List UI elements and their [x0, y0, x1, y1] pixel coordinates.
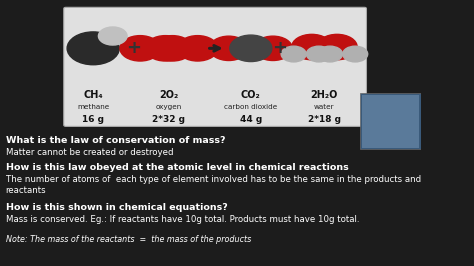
Text: water: water [314, 103, 335, 110]
Circle shape [343, 46, 368, 62]
Circle shape [306, 46, 331, 62]
Circle shape [145, 36, 185, 61]
Text: 2*18 g: 2*18 g [308, 115, 341, 124]
Circle shape [254, 36, 292, 60]
Text: Matter cannot be created or destroyed: Matter cannot be created or destroyed [6, 148, 173, 157]
Text: methane: methane [77, 103, 109, 110]
Circle shape [67, 32, 119, 65]
Circle shape [120, 36, 160, 61]
Text: 2*32 g: 2*32 g [152, 115, 185, 124]
Circle shape [177, 36, 218, 61]
Text: Note: The mass of the reactants  =  the mass of the products: Note: The mass of the reactants = the ma… [6, 235, 251, 244]
Text: +: + [272, 39, 287, 57]
Text: CH₄: CH₄ [83, 90, 103, 100]
Text: 2H₂O: 2H₂O [311, 90, 338, 100]
Circle shape [99, 27, 127, 45]
Circle shape [317, 34, 357, 60]
Text: 44 g: 44 g [240, 115, 262, 124]
Text: 2O₂: 2O₂ [159, 90, 179, 100]
Circle shape [230, 35, 272, 61]
Text: What is the law of conservation of mass?: What is the law of conservation of mass? [6, 136, 225, 145]
Text: The number of atoms of  each type of element involved has to be the same in the : The number of atoms of each type of elem… [6, 175, 421, 184]
FancyBboxPatch shape [64, 7, 366, 126]
Text: 16 g: 16 g [82, 115, 104, 124]
Text: CO₂: CO₂ [241, 90, 261, 100]
Bar [360, 93, 421, 149]
Bar [362, 95, 419, 148]
Text: Mass is conserved. Eg.: If reactants have 10g total. Products must have 10g tota: Mass is conserved. Eg.: If reactants hav… [6, 215, 359, 224]
Circle shape [210, 36, 248, 60]
Circle shape [152, 36, 192, 61]
Text: +: + [126, 39, 141, 57]
Text: How is this law obeyed at the atomic level in chemical reactions: How is this law obeyed at the atomic lev… [6, 163, 348, 172]
Circle shape [292, 34, 332, 60]
Circle shape [281, 46, 306, 62]
Circle shape [318, 46, 343, 62]
Text: How is this shown in chemical equations?: How is this shown in chemical equations? [6, 203, 228, 212]
Text: oxygen: oxygen [156, 103, 182, 110]
Text: carbon dioxide: carbon dioxide [224, 103, 277, 110]
Text: reactants: reactants [6, 186, 46, 196]
